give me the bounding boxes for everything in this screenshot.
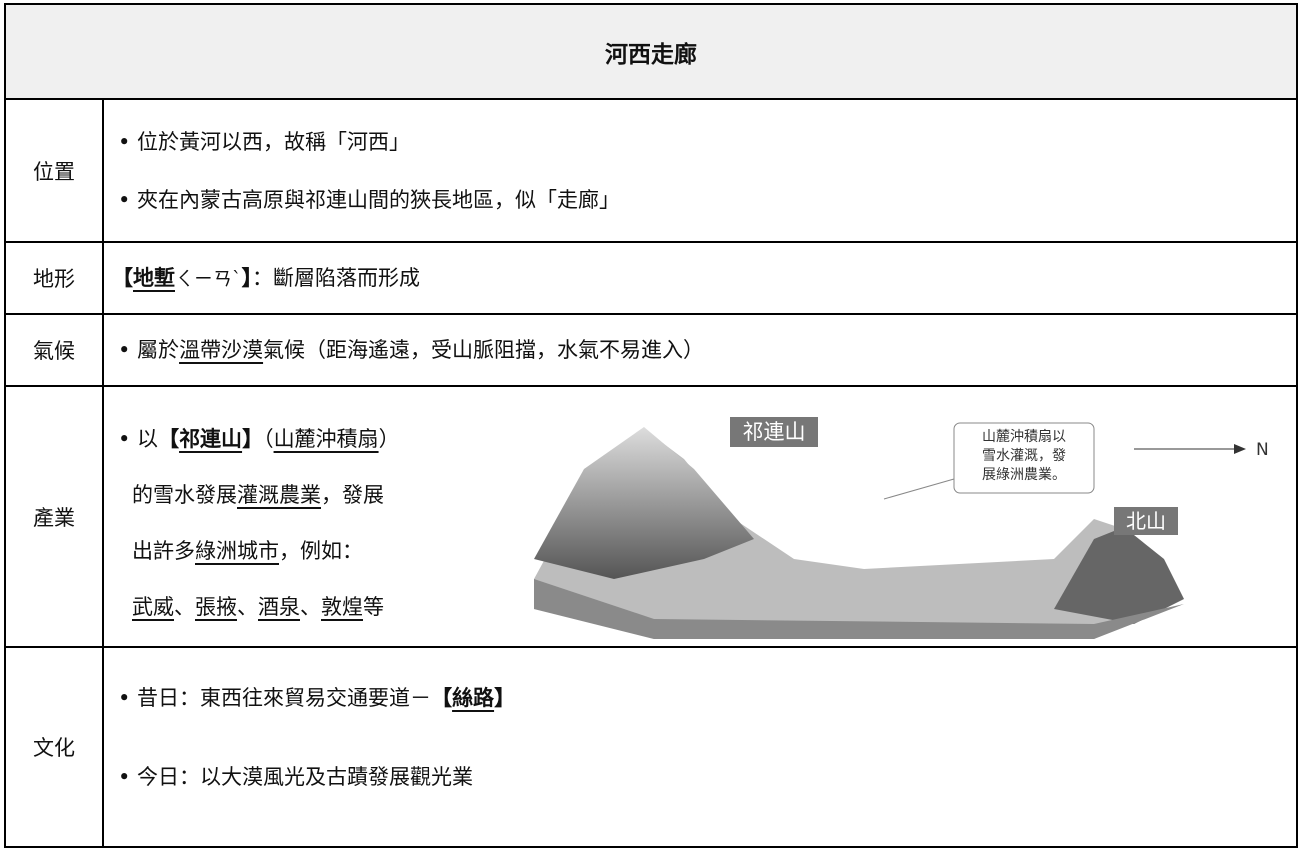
line: • 以【祁連山】（山麓沖積扇） [118,411,400,467]
line: • 屬於溫帶沙漠氣候（距海遙遠，受山脈阻擋，水氣不易進入） [118,321,1296,379]
keyword: 綠洲城市 [195,539,279,563]
text: ：斷層陷落而形成 [252,266,421,290]
keyword: 山麓沖積扇 [273,427,379,451]
keyword: 絲路 [452,685,495,710]
text: 】 [242,426,264,451]
callout-box [953,422,1095,494]
text: 、 [174,595,195,619]
keyword: 武威 [132,595,174,619]
row-label: 地形 [4,241,104,315]
line: • 位於黃河以西，故稱「河西」 [118,113,1296,171]
line: • 今日：以大漠風光及古蹟發展觀光業 [118,748,1296,806]
label-box [730,417,818,447]
row-body: • 以【祁連山】（山麓沖積扇） 的雪水發展灌溉農業，發展 出許多綠洲城市，例如：… [102,385,1298,648]
mountain [534,427,754,579]
map-label: 祁連山 [743,420,806,444]
text: 出許多 [132,539,195,563]
callout-line: 雪水灌溉，發 [982,448,1066,464]
text: 】 [494,685,516,710]
table-title: 河西走廊 [4,3,1298,100]
text: • 屬於 [118,338,180,362]
keyword: 酒泉 [258,595,300,619]
keyword: 灌溉農業 [237,483,321,507]
text: ，例如： [279,539,363,563]
text-block: • 以【祁連山】（山麓沖積扇） 的雪水發展灌溉農業，發展 出許多綠洲城市，例如：… [118,411,400,635]
text: 、 [300,595,321,619]
callout-pointer [883,478,955,500]
row-body: • 昔日：東西往來貿易交通要道－【絲路】 • 今日：以大漠風光及古蹟發展觀光業 [102,646,1298,848]
text: 【 [158,426,180,451]
row-label: 產業 [4,385,104,648]
text: • 今日：以大漠風光及古蹟發展觀光業 [118,765,474,789]
row-label: 氣候 [4,313,104,387]
text: 【 [431,685,453,710]
text: 的雪水發展 [132,483,237,507]
text: • 夾在內蒙古高原與祁連山間的狹長地區，似「走廊」 [118,187,621,212]
row-label: 文化 [4,646,104,848]
line: 【地塹ㄑㄧㄢˋ】：斷層陷落而形成 [112,249,1296,307]
text: 等 [363,595,384,619]
map-label: 北山 [1126,509,1166,533]
corridor-illustration: 祁連山 山麓沖積扇以 雪水灌溉，發 展綠洲農業。 北山 N [534,417,1269,639]
line: • 夾在內蒙古高原與祁連山間的狹長地區，似「走廊」 [118,171,1296,229]
line: 武威、張掖、酒泉、敦煌等 [118,579,400,635]
zhuyin: ㄑㄧㄢˋ [175,268,242,290]
keyword: 祁連山 [179,426,243,451]
text: ，發展 [321,483,384,507]
text: 【 [112,265,133,290]
line: 的雪水發展灌溉農業，發展 [118,467,400,523]
terrain-side [534,579,1184,639]
row-body: • 屬於溫帶沙漠氣候（距海遙遠，受山脈阻擋，水氣不易進入） [102,313,1298,387]
row-label: 位置 [4,98,104,243]
callout-line: 展綠洲農業。 [982,467,1066,483]
row-body: • 位於黃河以西，故稱「河西」 • 夾在內蒙古高原與祁連山間的狹長地區，似「走廊… [102,98,1298,243]
row-body: 【地塹ㄑㄧㄢˋ】：斷層陷落而形成 [102,241,1298,315]
north-mountain [1054,527,1184,624]
industry-cell: • 以【祁連山】（山麓沖積扇） 的雪水發展灌溉農業，發展 出許多綠洲城市，例如：… [104,387,1296,646]
keyword: 敦煌 [321,595,363,619]
direction-label: N [1256,440,1269,460]
text: • 位於黃河以西，故稱「河西」 [118,129,411,154]
text: ） [378,427,400,451]
text: 氣候（距海遙遠，受山脈阻擋，水氣不易進入） [263,338,705,362]
line: 出許多綠洲城市，例如： [118,523,400,579]
line: • 昔日：東西往來貿易交通要道－【絲路】 [118,648,1296,748]
label-box [1114,507,1178,535]
info-table: 河西走廊 位置 • 位於黃河以西，故稱「河西」 • 夾在內蒙古高原與祁連山間的狹… [4,3,1298,848]
text: 、 [237,595,258,619]
text: （ [263,427,274,451]
text: • 昔日：東西往來貿易交通要道－ [118,686,432,710]
north-arrow-head [1234,444,1246,454]
keyword: 張掖 [195,595,237,619]
keyword: 溫帶沙漠 [179,338,264,362]
keyword: 地塹 [133,265,175,290]
callout-line: 山麓沖積扇以 [982,429,1066,445]
text: • 以 [118,427,159,451]
text: 】 [241,265,253,290]
